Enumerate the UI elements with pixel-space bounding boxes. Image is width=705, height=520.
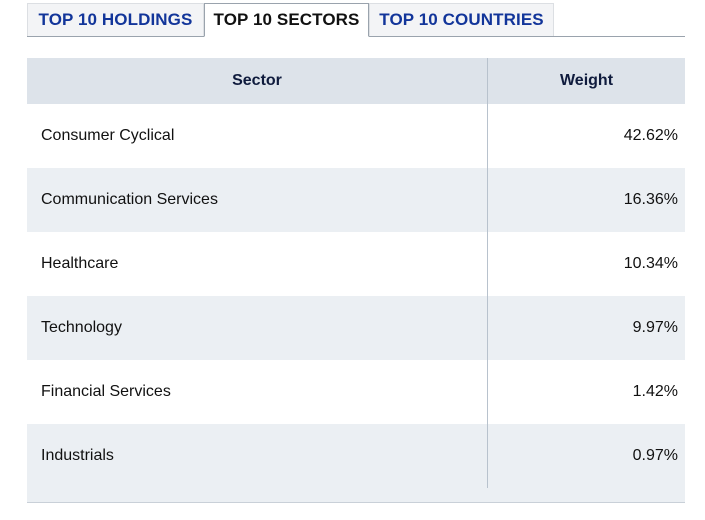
- table-row: Technology 9.97%: [27, 296, 685, 360]
- tab-top-10-holdings[interactable]: TOP 10 HOLDINGS: [27, 3, 204, 36]
- table-row: Communication Services 16.36%: [27, 168, 685, 232]
- table-footer: [27, 488, 685, 503]
- weight-cell: 42.62%: [623, 127, 678, 144]
- tab-top-10-countries[interactable]: TOP 10 COUNTRIES: [369, 3, 554, 36]
- table-row: Industrials 0.97%: [27, 424, 685, 488]
- sector-cell: Industrials: [27, 424, 488, 488]
- tab-bar: TOP 10 HOLDINGS TOP 10 SECTORS TOP 10 CO…: [27, 3, 685, 37]
- table-row: Consumer Cyclical 42.62%: [27, 104, 685, 168]
- table-row: Healthcare 10.34%: [27, 232, 685, 296]
- sector-column-header: Sector: [27, 58, 488, 104]
- sectors-table: Sector Weight Consumer Cyclical 42.62% C…: [27, 58, 685, 503]
- sector-cell: Technology: [27, 296, 488, 360]
- weight-column-header: Weight: [559, 72, 614, 89]
- weight-cell: 16.36%: [623, 191, 678, 208]
- sector-cell: Financial Services: [27, 360, 488, 424]
- weight-cell: 1.42%: [632, 383, 678, 400]
- table-header-row: Sector Weight: [27, 58, 685, 104]
- weight-cell: 10.34%: [623, 255, 678, 272]
- weight-cell: 9.97%: [632, 319, 678, 336]
- sector-cell: Healthcare: [27, 232, 488, 296]
- table-row: Financial Services 1.42%: [27, 360, 685, 424]
- tab-top-10-sectors[interactable]: TOP 10 SECTORS: [204, 3, 369, 37]
- sector-cell: Communication Services: [27, 168, 488, 232]
- sector-cell: Consumer Cyclical: [27, 104, 488, 168]
- weight-cell: 0.97%: [632, 447, 678, 464]
